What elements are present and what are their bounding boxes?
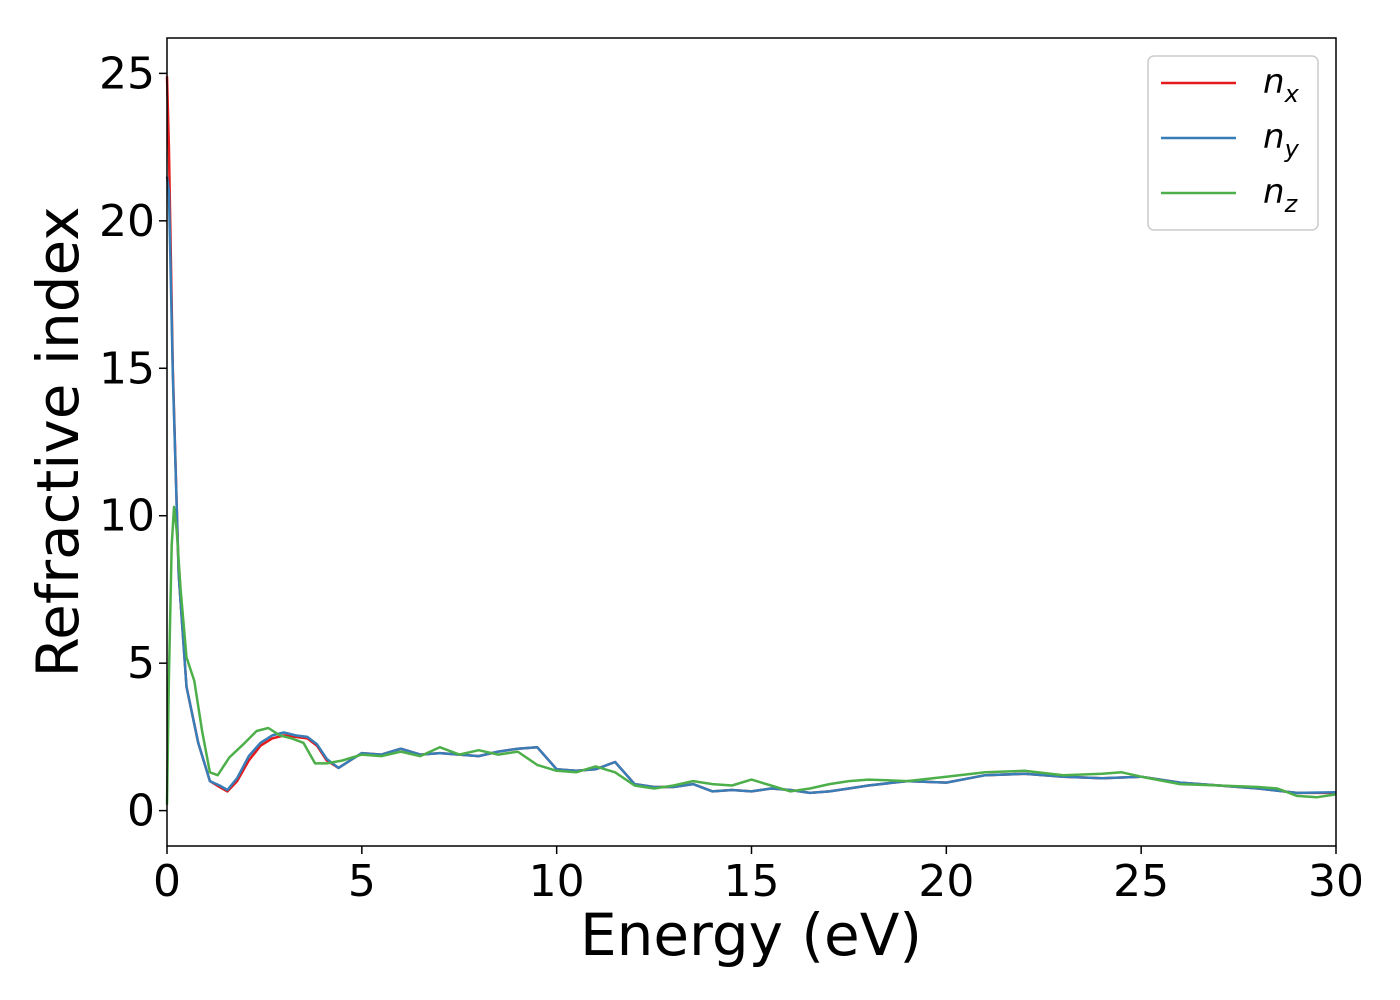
- legend-box: [1147, 55, 1319, 231]
- y-axis-ticks: 0 5 10 15 20 25: [99, 48, 167, 837]
- x-axis-ticks: 0 5 10 15 20 25 30: [153, 846, 1364, 907]
- x-tick-label: 20: [918, 856, 974, 907]
- x-tick-label: 30: [1308, 856, 1364, 907]
- series-line-ny: [165, 176, 1337, 795]
- x-tick-label: 15: [724, 856, 780, 907]
- x-tick-label: 10: [529, 856, 585, 907]
- series-line-nz: [165, 505, 1337, 805]
- x-tick-label: 25: [1113, 856, 1169, 907]
- y-tick-label: 0: [127, 786, 155, 837]
- legend-label-nx: nx: [1263, 62, 1300, 108]
- x-axis-label: Energy (eV): [580, 901, 922, 969]
- legend-label-nz: nz: [1263, 172, 1299, 218]
- y-tick-label: 15: [99, 343, 155, 394]
- y-tick-label: 10: [99, 491, 155, 542]
- x-tick-label: 0: [153, 856, 181, 907]
- y-tick-label: 5: [127, 638, 155, 689]
- y-tick-label: 25: [99, 48, 155, 99]
- legend-label-ny: ny: [1263, 117, 1300, 163]
- y-axis-label: Refractive index: [24, 206, 92, 677]
- legend: nx ny nz: [1147, 55, 1319, 231]
- x-tick-label: 5: [348, 856, 376, 907]
- series-layer: [165, 76, 1337, 805]
- y-tick-label: 20: [99, 196, 155, 247]
